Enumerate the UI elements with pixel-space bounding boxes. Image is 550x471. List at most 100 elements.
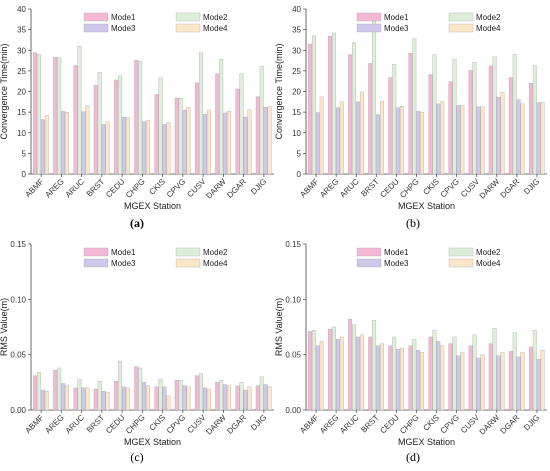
bar-mode1-cusv xyxy=(195,375,199,411)
x-tick-label: CPVG xyxy=(439,177,461,199)
bar-mode3-abmf xyxy=(315,112,320,175)
bar-mode3-ckis xyxy=(436,103,441,175)
bar-mode4-brst xyxy=(105,392,110,411)
legend-label-mode3: Mode3 xyxy=(111,259,136,268)
x-tick-label: ABMF xyxy=(23,177,45,199)
y-tick-label: 0.00 xyxy=(10,406,26,415)
x-tick-label: AREG xyxy=(318,177,340,199)
y-tick-label: 0 xyxy=(297,170,302,179)
bar-mode2-chpg xyxy=(412,339,417,411)
bar-mode1-darw xyxy=(215,382,220,411)
legend-swatch-mode3 xyxy=(356,23,382,33)
bar-mode4-cedu xyxy=(400,106,404,175)
y-tick-label: 0 xyxy=(22,170,27,179)
bar-mode1-chpg xyxy=(408,52,413,175)
bar-mode3-djig xyxy=(263,107,268,175)
y-axis-title: RMS Value(m) xyxy=(274,298,284,356)
bar-mode4-cedu xyxy=(400,347,404,411)
bar-mode2-chpg xyxy=(138,367,143,411)
bar-mode4-djig xyxy=(540,102,545,175)
bar-mode2-cpvg xyxy=(452,336,457,411)
bar-mode2-areg xyxy=(57,367,62,411)
x-tick-label: AREG xyxy=(318,413,340,435)
x-tick-label: CPVG xyxy=(165,413,187,435)
legend-swatch-mode2 xyxy=(448,247,474,257)
bar-mode3-cpvg xyxy=(456,105,461,175)
bar-mode2-dgar xyxy=(239,73,244,175)
x-axis-title: MGEX Station xyxy=(124,201,181,211)
bar-mode3-brst xyxy=(376,114,380,175)
bar-mode4-cpvg xyxy=(460,105,465,175)
x-tick-label: CEDU xyxy=(104,413,127,436)
bar-mode2-abmf xyxy=(37,54,41,175)
legend-swatch-mode4 xyxy=(448,258,474,268)
bar-mode3-darw xyxy=(223,112,228,175)
bar-mode4-cedu xyxy=(125,117,130,175)
bar-mode1-aruc xyxy=(73,65,78,175)
bar-mode1-areg xyxy=(328,329,332,411)
bar-mode3-cpvg xyxy=(456,355,461,411)
bar-mode4-areg xyxy=(339,336,344,411)
x-axis-title: MGEX Station xyxy=(124,437,181,447)
bar-mode1-cusv xyxy=(195,82,199,175)
bar-mode2-cpvg xyxy=(178,97,183,175)
legend-swatch-mode2 xyxy=(448,12,474,22)
legend-swatch-mode2 xyxy=(175,247,201,257)
bar-mode3-aruc xyxy=(356,101,360,175)
bar-mode3-dgar xyxy=(516,99,521,175)
bar-mode1-darw xyxy=(488,65,493,175)
bar-mode3-brst xyxy=(101,124,106,175)
bar-mode2-areg xyxy=(332,32,336,175)
x-tick-label: CEDU xyxy=(378,413,401,436)
bar-mode4-areg xyxy=(65,111,70,175)
bar-mode3-brst xyxy=(101,391,106,411)
bar-mode4-darw xyxy=(500,92,505,175)
x-tick-label: DARW xyxy=(204,413,228,437)
bar-mode2-brst xyxy=(97,381,102,411)
x-tick-label: DJIG xyxy=(249,177,268,196)
y-tick-label: 10 xyxy=(17,129,26,138)
bar-mode1-djig xyxy=(528,346,533,411)
bar-mode4-brst xyxy=(380,100,384,175)
bar-mode1-aruc xyxy=(348,319,353,411)
bar-mode2-cedu xyxy=(392,336,397,411)
y-tick-label: 25 xyxy=(17,67,26,76)
y-tick-label: 5 xyxy=(297,149,302,158)
chart-panel-1: 0 5 10 15 20 25 30 35 40 ABMFAREGARUCBRSTCEDUCHPG… xyxy=(0,5,274,230)
bar-mode4-dgar xyxy=(520,103,525,175)
legend-swatch-mode4 xyxy=(175,23,201,33)
x-tick-label: CEDU xyxy=(104,177,127,200)
y-tick-label: 40 xyxy=(292,5,301,14)
bar-mode4-brst xyxy=(105,121,110,175)
x-tick-label: DGAR xyxy=(499,177,522,200)
bar-mode3-cpvg xyxy=(182,385,187,411)
x-tick-label: DJIG xyxy=(522,177,541,196)
bar-mode4-ckis xyxy=(166,122,171,175)
y-tick-label: 0.05 xyxy=(10,351,26,360)
bar-mode4-abmf xyxy=(319,341,324,411)
legend-swatch-mode1 xyxy=(356,247,382,257)
bar-mode2-abmf xyxy=(311,330,316,411)
legend-swatch-mode3 xyxy=(83,258,109,268)
bar-mode3-chpg xyxy=(416,111,421,175)
legend-swatch-mode2 xyxy=(175,12,201,22)
x-tick-label: CPVG xyxy=(439,413,461,435)
bar-mode2-darw xyxy=(219,379,224,411)
y-axis-title: Convergence Time(min) xyxy=(0,43,9,139)
bar-mode2-aruc xyxy=(77,45,82,175)
bar-mode2-aruc xyxy=(352,324,356,411)
bar-mode4-aruc xyxy=(85,105,90,175)
legend-label-mode1: Mode1 xyxy=(384,248,409,257)
bar-mode2-cusv xyxy=(199,373,203,411)
x-tick-label: ARUC xyxy=(64,413,87,436)
bar-mode3-ckis xyxy=(162,386,167,411)
bar-mode4-abmf xyxy=(319,96,324,175)
legend-label-mode3: Mode3 xyxy=(111,24,136,33)
bar-mode2-darw xyxy=(492,327,497,411)
bar-mode4-ckis xyxy=(166,395,171,411)
x-tick-label: CEDU xyxy=(378,177,401,200)
bar-mode1-darw xyxy=(215,73,220,175)
x-tick-label: AREG xyxy=(43,413,65,435)
bar-mode2-djig xyxy=(532,330,537,411)
bar-mode4-cusv xyxy=(480,354,485,411)
